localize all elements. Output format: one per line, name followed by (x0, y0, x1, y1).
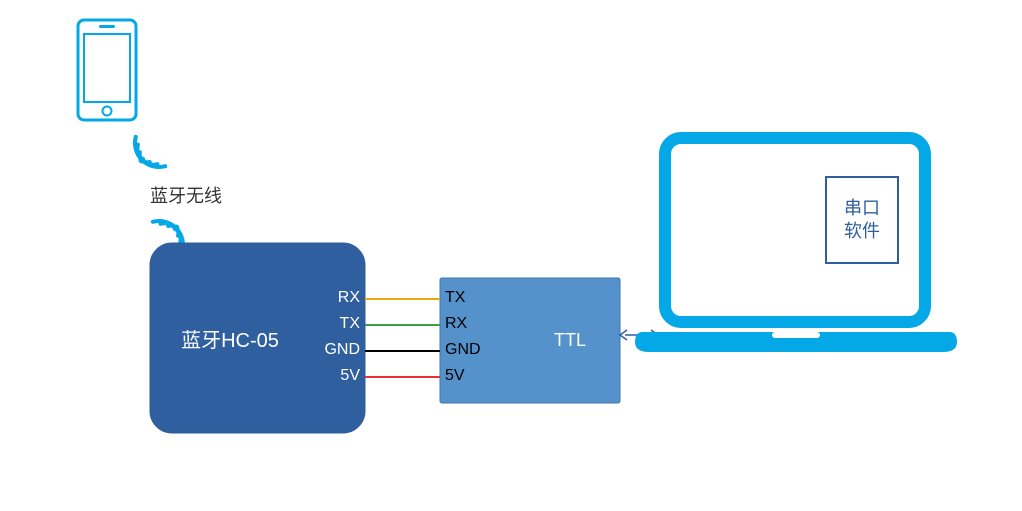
serial-software-line2: 软件 (844, 220, 880, 243)
laptop-icon (635, 138, 957, 352)
ttl-module: TTL (520, 278, 620, 403)
wires-group (365, 299, 440, 377)
wireless-label: 蓝牙无线 (150, 182, 222, 208)
bluetooth-module: 蓝牙HC-05 (150, 243, 310, 433)
wireless-label-text: 蓝牙无线 (150, 186, 222, 206)
ttl-pin-tx: TX (445, 289, 465, 307)
bt-pin-gnd: GND (324, 341, 360, 359)
ttl-module-label: TTL (554, 330, 586, 351)
phone-home-button (103, 107, 112, 116)
ttl-pin-rx: RX (445, 315, 467, 333)
phone-speaker (99, 25, 115, 28)
bt-pin-rx: RX (338, 289, 360, 307)
phone-screen (84, 34, 130, 102)
serial-software-line1: 串口 (844, 197, 880, 220)
ttl-pin-gnd: GND (445, 341, 481, 359)
wifi-icon-top (125, 137, 165, 177)
ttl-pin-5v: 5V (445, 367, 465, 385)
bluetooth-module-label: 蓝牙HC-05 (181, 324, 279, 353)
phone-body (78, 20, 136, 120)
bt-pin-5v: 5V (340, 367, 360, 385)
bidirectional-arrow (620, 330, 658, 340)
serial-software-box: 串口 软件 (825, 176, 899, 264)
bt-pin-tx: TX (340, 315, 360, 333)
